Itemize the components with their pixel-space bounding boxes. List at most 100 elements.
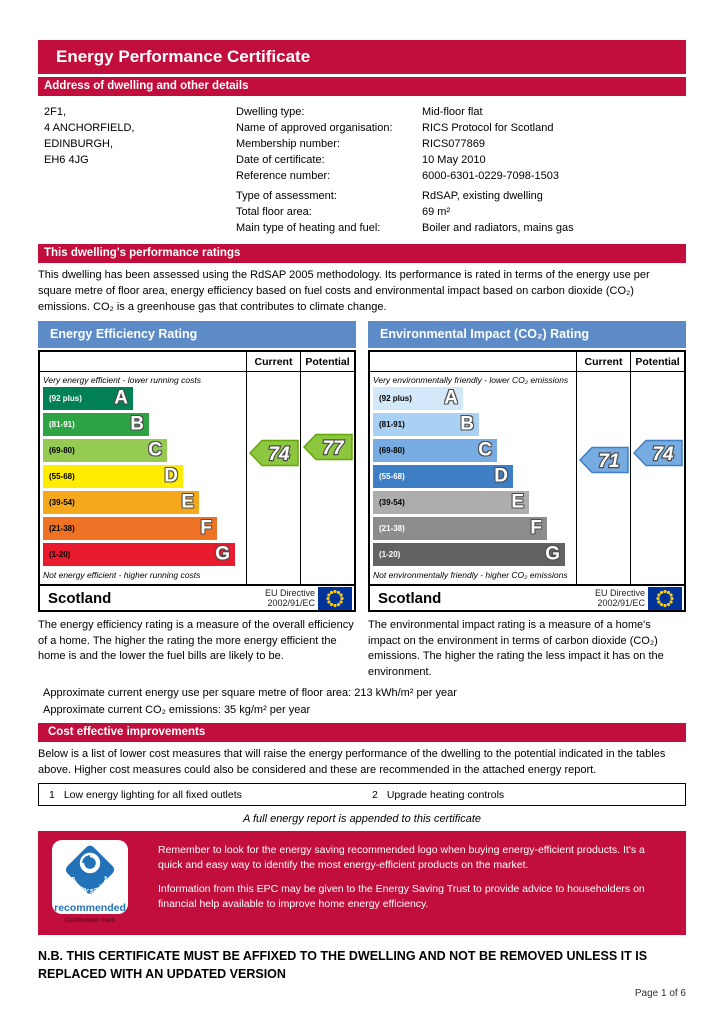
potential-rating-arrow: 77 xyxy=(302,433,353,461)
band-e: (39-54) E xyxy=(43,491,199,514)
ratings-intro-text: This dwelling has been assessed using th… xyxy=(38,269,650,313)
svg-text:77: 77 xyxy=(322,438,345,459)
band-row: (69-80) C xyxy=(43,439,243,465)
band-e: (39-54) E xyxy=(373,491,529,514)
band-row: (69-80) C xyxy=(373,439,573,465)
energy-saving-paragraphs: Remember to look for the energy saving r… xyxy=(148,840,672,935)
full-report-note: A full energy report is appended to this… xyxy=(242,813,482,825)
detail-label: Dwelling type: xyxy=(236,106,305,118)
band-letter: E xyxy=(181,490,194,512)
detail-row: Total floor area: 69 m² xyxy=(236,204,680,220)
band-range-label: (92 plus) xyxy=(49,394,82,403)
page-number: Page 1 of 6 xyxy=(634,988,686,999)
detail-label: Membership number: xyxy=(236,138,340,150)
band-c: (69-80) C xyxy=(373,439,497,462)
band-row: (92 plus) A xyxy=(43,387,243,413)
band-range-label: (81-91) xyxy=(49,420,75,429)
detail-label: Name of approved organisation: xyxy=(236,122,393,134)
eu-directive-line2: 2002/91/EC xyxy=(597,598,645,608)
band-row: (55-68) D xyxy=(43,465,243,491)
bands-container: (92 plus) A (81-91) B (69-80) C (55-68) D (39-54… xyxy=(43,387,243,569)
current-value-column: 74 xyxy=(246,372,300,584)
band-g: (1-20) G xyxy=(43,543,235,566)
eu-directive-line1: EU Directive xyxy=(594,588,645,598)
band-range-label: (1-20) xyxy=(379,550,401,559)
band-row: (39-54) E xyxy=(373,491,573,517)
region-label: Scotland xyxy=(378,589,442,607)
chart-header-spacer xyxy=(40,352,246,371)
band-row: (1-20) G xyxy=(373,543,573,569)
energy-rating-description: The energy efficiency rating is a measur… xyxy=(38,619,354,662)
band-range-label: (39-54) xyxy=(49,498,75,507)
band-range-label: (21-38) xyxy=(49,524,75,533)
band-c: (69-80) C xyxy=(43,439,167,462)
nb-notice: N.B. THIS CERTIFICATE MUST BE AFFIXED TO… xyxy=(38,949,648,981)
detail-row: Type of assessment: RdSAP, existing dwell… xyxy=(236,188,680,204)
svg-text:74: 74 xyxy=(268,444,290,465)
band-range-label: (55-68) xyxy=(49,472,75,481)
band-letter: D xyxy=(494,464,508,486)
rating-band-area: Very energy efficient - lower running co… xyxy=(40,372,246,584)
top-caption: Very energy efficient - lower running co… xyxy=(43,375,201,385)
chart-table: Current Potential Very environmentally f… xyxy=(368,350,686,612)
improvement-item: 2 Upgrade heating controls xyxy=(362,789,685,801)
band-row: (81-91) B xyxy=(373,413,573,439)
chart-body: Very environmentally friendly - lower CO… xyxy=(370,372,684,584)
detail-value: Mid-floor flat xyxy=(422,106,483,118)
band-letter: B xyxy=(460,412,474,434)
band-letter: A xyxy=(444,386,458,408)
bands-container: (92 plus) A (81-91) B (69-80) C (55-68) D (39-54… xyxy=(373,387,573,569)
band-row: (39-54) E xyxy=(43,491,243,517)
chart-descriptions-row: The energy efficiency rating is a measur… xyxy=(38,618,686,680)
energy-saving-diamond-icon: energy saving* xyxy=(65,845,115,895)
address-block: 2F1, 4 ANCHORFIELD, EDINBURGH, EH6 4JG xyxy=(44,102,236,236)
band-letter: D xyxy=(164,464,178,486)
band-range-label: (55-68) xyxy=(379,472,405,481)
band-f: (21-38) F xyxy=(43,517,217,540)
band-row: (21-38) F xyxy=(43,517,243,543)
chart-columns-header: Current Potential xyxy=(40,352,354,372)
chart-columns-header: Current Potential xyxy=(370,352,684,372)
rating-charts-row: Energy Efficiency Rating Current Potenti… xyxy=(38,321,686,612)
band-row: (21-38) F xyxy=(373,517,573,543)
chart-header-spacer xyxy=(370,352,576,371)
band-range-label: (1-20) xyxy=(49,550,71,559)
detail-row: Main type of heating and fuel: Boiler and… xyxy=(236,220,680,236)
band-letter: A xyxy=(114,386,128,408)
eu-directive-line1: EU Directive xyxy=(264,588,315,598)
eu-directive-label: EU Directive 2002/91/EC xyxy=(265,588,315,608)
address-line: 2F1, xyxy=(44,106,67,118)
energy-saving-trust-box: energy saving* recommended Certification… xyxy=(38,831,686,935)
detail-value: 10 May 2010 xyxy=(422,154,486,166)
improvement-item: 1 Low energy lighting for all fixed outle… xyxy=(39,789,362,801)
potential-rating-arrow: 74 xyxy=(632,439,683,467)
eu-directive-line2: 2002/91/EC xyxy=(267,598,315,608)
chart-body: Very energy efficient - lower running co… xyxy=(40,372,354,584)
svg-text:74: 74 xyxy=(652,444,674,465)
current-column-header: Current xyxy=(576,352,630,371)
current-column-header: Current xyxy=(246,352,300,371)
detail-row: Reference number: 6000-6301-0229-7098-150… xyxy=(236,168,680,184)
detail-value: RICS Protocol for Scotland xyxy=(422,122,554,134)
band-letter: E xyxy=(511,490,524,512)
environmental-rating-description: The environmental impact rating is a mea… xyxy=(368,619,664,678)
chart-title: Energy Efficiency Rating xyxy=(38,321,356,348)
detail-label: Total floor area: xyxy=(236,206,312,218)
band-b: (81-91) B xyxy=(373,413,479,436)
detail-row: Date of certificate: 10 May 2010 xyxy=(236,152,680,168)
chart-footer: Scotland EU Directive 2002/91/EC xyxy=(370,584,684,610)
band-row: (92 plus) A xyxy=(373,387,573,413)
band-row: (1-20) G xyxy=(43,543,243,569)
page-title: Energy Performance Certificate xyxy=(38,40,686,74)
band-g: (1-20) G xyxy=(373,543,565,566)
band-range-label: (39-54) xyxy=(379,498,405,507)
current-rating-arrow: 74 xyxy=(248,439,299,467)
detail-value: Boiler and radiators, mains gas xyxy=(422,222,574,234)
energy-efficiency-rating-chart: Energy Efficiency Rating Current Potenti… xyxy=(38,321,356,612)
section-header-address: Address of dwelling and other details xyxy=(38,77,686,96)
band-a: (92 plus) A xyxy=(43,387,133,410)
band-row: (81-91) B xyxy=(43,413,243,439)
energy-saving-paragraph: Information from this EPC may be given t… xyxy=(158,883,645,910)
band-letter: C xyxy=(148,438,162,460)
address-line: 4 ANCHORFIELD, xyxy=(44,122,135,134)
